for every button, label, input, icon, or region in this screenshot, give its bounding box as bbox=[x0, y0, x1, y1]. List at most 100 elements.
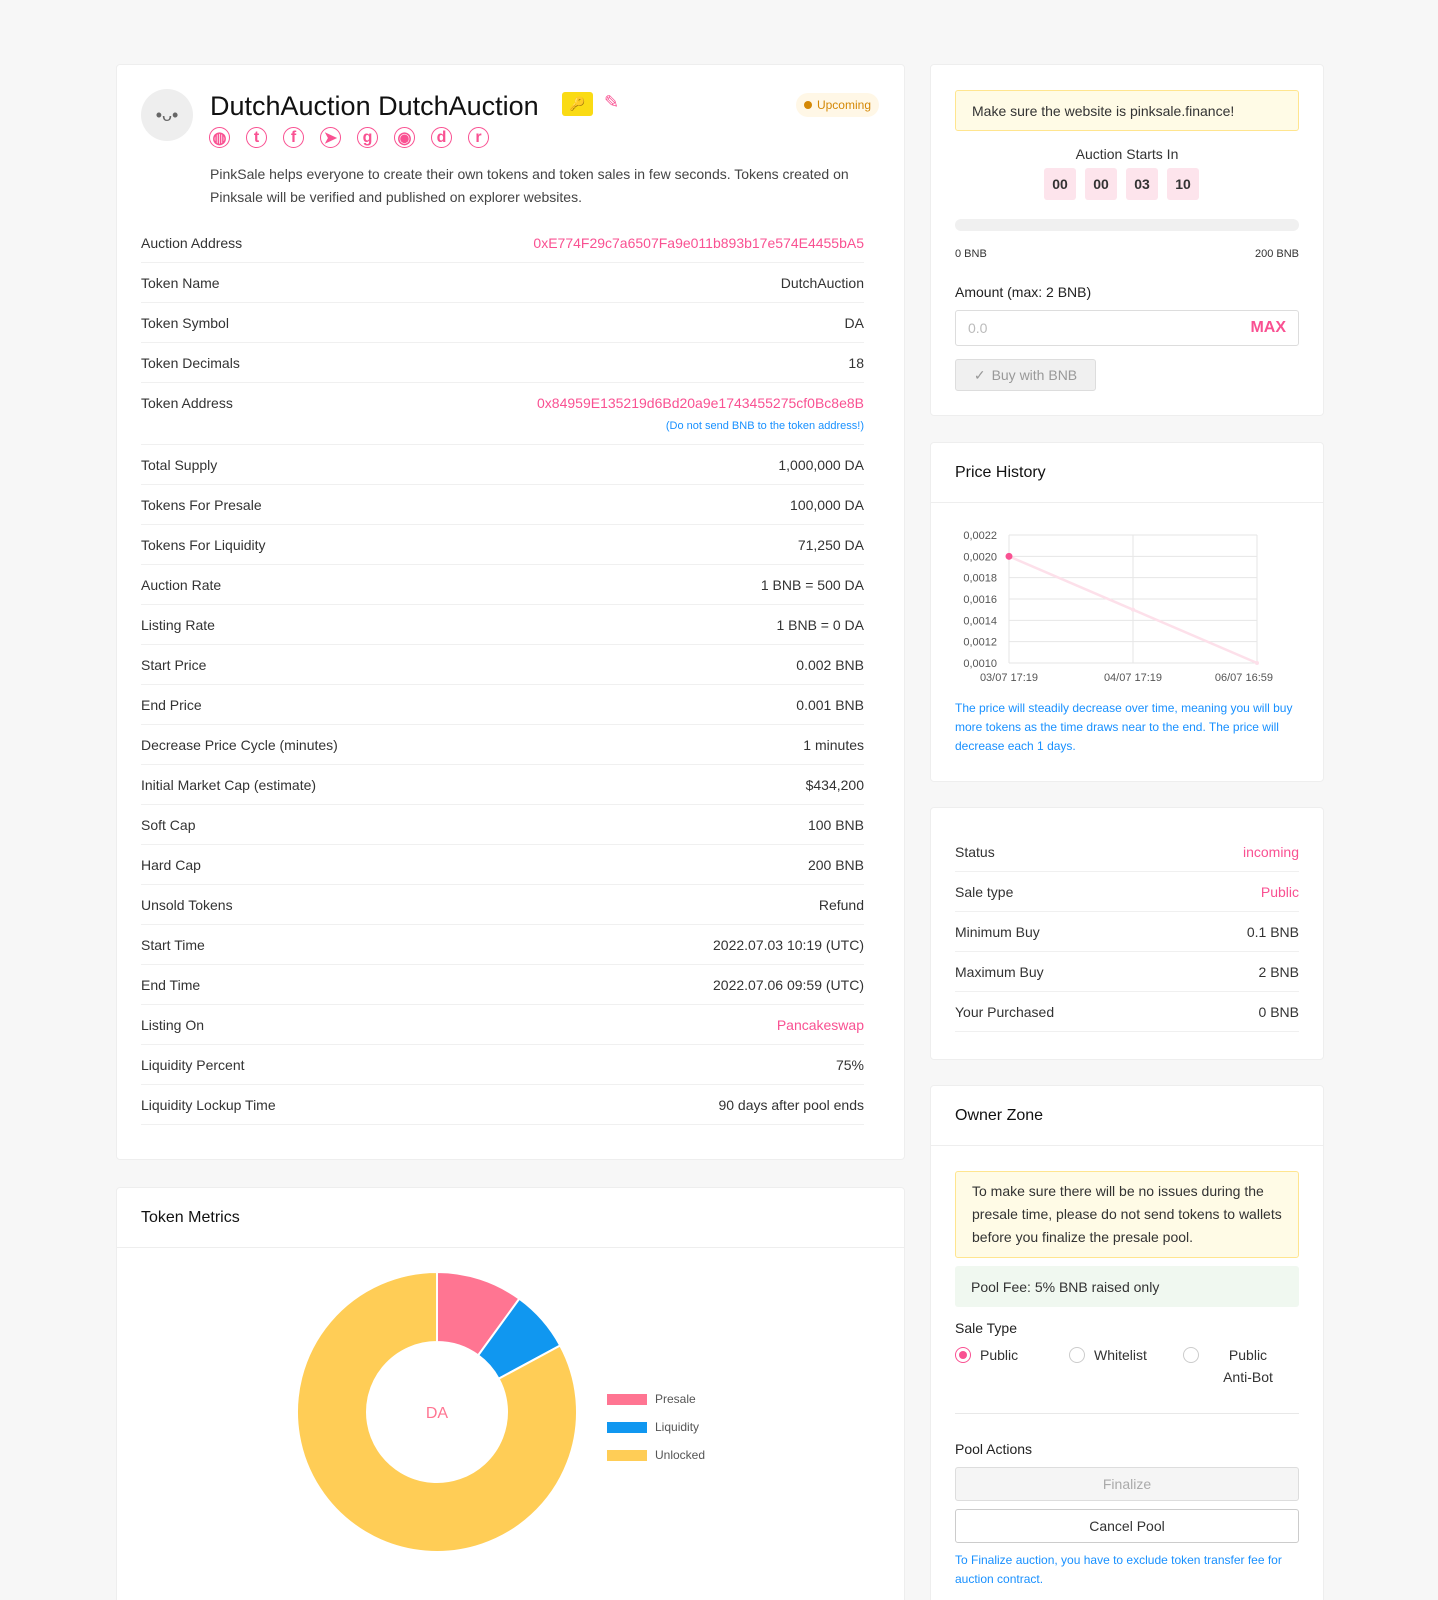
detail-value: 1 minutes bbox=[803, 736, 864, 753]
detail-label: Token Symbol bbox=[141, 314, 229, 331]
legend-item[interactable]: Presale bbox=[607, 1385, 705, 1413]
detail-value-wrap: 75% bbox=[836, 1057, 864, 1073]
detail-row: Unsold Tokens Refund bbox=[141, 885, 864, 925]
sale-type-option[interactable]: Public Anti-Bot bbox=[1183, 1346, 1297, 1388]
status-value: Public bbox=[1260, 883, 1299, 900]
y-tick-label: 0,0016 bbox=[963, 594, 997, 606]
timer-digit: 00 bbox=[1044, 168, 1076, 200]
radio-button[interactable] bbox=[1069, 1347, 1085, 1363]
timer-digit: 10 bbox=[1167, 168, 1199, 200]
detail-value-wrap: DA bbox=[845, 315, 864, 331]
price-point bbox=[1131, 607, 1135, 612]
status-label: Maximum Buy bbox=[955, 963, 1044, 980]
detail-value-wrap: $434,200 bbox=[806, 777, 864, 793]
legend-label: Presale bbox=[655, 1392, 696, 1406]
donut-center-label: DA bbox=[426, 1405, 449, 1422]
price-history-note: The price will steadily decrease over ti… bbox=[955, 701, 1293, 753]
key-icon[interactable]: 🔑 bbox=[562, 92, 593, 116]
detail-value-wrap: Refund bbox=[819, 897, 864, 913]
detail-row: Auction Rate 1 BNB = 500 DA bbox=[141, 565, 864, 605]
legend-item[interactable]: Unlocked bbox=[607, 1441, 705, 1469]
detail-value: 100 BNB bbox=[807, 816, 864, 833]
detail-value: 0.002 BNB bbox=[796, 656, 864, 673]
chart-legend: Presale Liquidity Unlocked bbox=[607, 1385, 705, 1469]
price-history-title: Price History bbox=[931, 443, 1323, 503]
edit-icon[interactable]: ✎ bbox=[604, 92, 620, 112]
detail-value[interactable]: 0x84959E135219d6Bd20a9e1743455275cf0Bc8e… bbox=[537, 395, 864, 411]
detail-value-wrap: 0.002 BNB bbox=[796, 657, 864, 673]
detail-value-wrap: 1 BNB = 0 DA bbox=[776, 617, 864, 633]
amount-input[interactable] bbox=[968, 320, 1208, 336]
amount-field-wrap: MAX bbox=[955, 310, 1299, 346]
detail-label: Initial Market Cap (estimate) bbox=[141, 776, 317, 793]
detail-row: Auction Address 0xE774F29c7a6507Fa9e011b8… bbox=[141, 223, 864, 263]
sale-type-option[interactable]: Public bbox=[955, 1346, 1069, 1388]
status-badge: Upcoming bbox=[795, 93, 879, 117]
progress-min: 0 BNB bbox=[955, 248, 987, 260]
detail-row: Token Decimals 18 bbox=[141, 343, 864, 383]
legend-swatch bbox=[607, 1393, 647, 1405]
telegram-icon[interactable]: ➤ bbox=[320, 127, 341, 148]
detail-label: Token Name bbox=[141, 274, 220, 291]
instagram-icon[interactable]: ◉ bbox=[394, 127, 415, 148]
buy-card: Make sure the website is pinksale.financ… bbox=[930, 64, 1324, 416]
detail-row: Listing On Pancakeswap bbox=[141, 1005, 864, 1045]
status-value: 0 BNB bbox=[1258, 1003, 1299, 1020]
detail-value: 2022.07.06 09:59 (UTC) bbox=[713, 976, 864, 993]
avatar: •ᴗ• bbox=[141, 89, 193, 141]
y-tick-label: 0,0022 bbox=[963, 530, 997, 542]
detail-row: End Time 2022.07.06 09:59 (UTC) bbox=[141, 965, 864, 1005]
reddit-icon[interactable]: r bbox=[468, 127, 489, 148]
x-tick-label: 03/07 17:19 bbox=[980, 672, 1038, 684]
detail-value: DA bbox=[844, 314, 864, 331]
radio-button[interactable] bbox=[955, 1347, 971, 1363]
legend-item[interactable]: Liquidity bbox=[607, 1413, 705, 1441]
discord-icon[interactable]: d bbox=[431, 127, 452, 148]
legend-swatch bbox=[607, 1449, 647, 1461]
radio-label: Public Anti-Bot bbox=[1223, 1347, 1273, 1385]
detail-value: $434,200 bbox=[805, 776, 864, 793]
detail-value: 75% bbox=[835, 1056, 864, 1073]
detail-value[interactable]: 0xE774F29c7a6507Fa9e011b893b17e574E4455b… bbox=[533, 234, 864, 251]
detail-row: Tokens For Presale 100,000 DA bbox=[141, 485, 864, 525]
legend-swatch bbox=[607, 1421, 647, 1433]
github-icon[interactable]: g bbox=[357, 127, 378, 148]
owner-warning: To make sure there will be no issues dur… bbox=[955, 1171, 1299, 1258]
detail-value-wrap: 1 minutes bbox=[803, 737, 864, 753]
y-tick-label: 0,0018 bbox=[963, 573, 997, 585]
detail-row: Soft Cap 100 BNB bbox=[141, 805, 864, 845]
detail-value-wrap: 0.001 BNB bbox=[796, 697, 864, 713]
detail-value-wrap: 2022.07.03 10:19 (UTC) bbox=[713, 937, 864, 953]
radio-button[interactable] bbox=[1183, 1347, 1199, 1363]
detail-value-wrap: 71,250 DA bbox=[798, 537, 864, 553]
website-warning: Make sure the website is pinksale.financ… bbox=[955, 90, 1299, 131]
timer-digit: 00 bbox=[1085, 168, 1117, 200]
detail-value: Refund bbox=[818, 896, 864, 913]
finalize-button[interactable]: Finalize bbox=[955, 1467, 1299, 1501]
status-row: Status incoming bbox=[955, 832, 1299, 872]
buy-button[interactable]: ✓ Buy with BNB bbox=[955, 359, 1096, 391]
finalize-note: To Finalize auction, you have to exclude… bbox=[955, 1553, 1282, 1586]
detail-value-wrap: 200 BNB bbox=[808, 857, 864, 873]
x-tick-label: 06/07 16:59 bbox=[1215, 672, 1273, 684]
price-history-chart: 0,0022 0,0020 0,0018 0,0016 0,0014 0,0012 0,00… bbox=[963, 530, 1273, 684]
status-value: 2 BNB bbox=[1258, 963, 1299, 980]
detail-value[interactable]: Pancakeswap bbox=[776, 1016, 864, 1033]
detail-label: End Time bbox=[141, 976, 201, 993]
price-history-card: Price History 0,0022 0,0020 0,0018 0,0016 0,… bbox=[930, 442, 1324, 782]
max-button[interactable]: MAX bbox=[1250, 319, 1286, 336]
detail-value-wrap: 1 BNB = 500 DA bbox=[761, 577, 864, 593]
status-label: Minimum Buy bbox=[955, 923, 1040, 940]
twitter-icon[interactable]: t bbox=[246, 127, 267, 148]
facebook-icon[interactable]: f bbox=[283, 127, 304, 148]
detail-label: Tokens For Presale bbox=[141, 496, 262, 513]
sale-type-option[interactable]: Whitelist bbox=[1069, 1346, 1183, 1388]
detail-value: 1,000,000 DA bbox=[778, 456, 864, 473]
cancel-pool-button[interactable]: Cancel Pool bbox=[955, 1509, 1299, 1543]
radio-label: Whitelist bbox=[1094, 1347, 1147, 1363]
sale-type-radios: Public Whitelist Public Anti-Bot bbox=[955, 1346, 1297, 1388]
status-row: Maximum Buy 2 BNB bbox=[955, 952, 1299, 992]
auction-starts-label: Auction Starts In bbox=[1075, 146, 1179, 162]
globe-icon[interactable]: ◍ bbox=[209, 127, 230, 148]
detail-value: 18 bbox=[848, 354, 864, 371]
